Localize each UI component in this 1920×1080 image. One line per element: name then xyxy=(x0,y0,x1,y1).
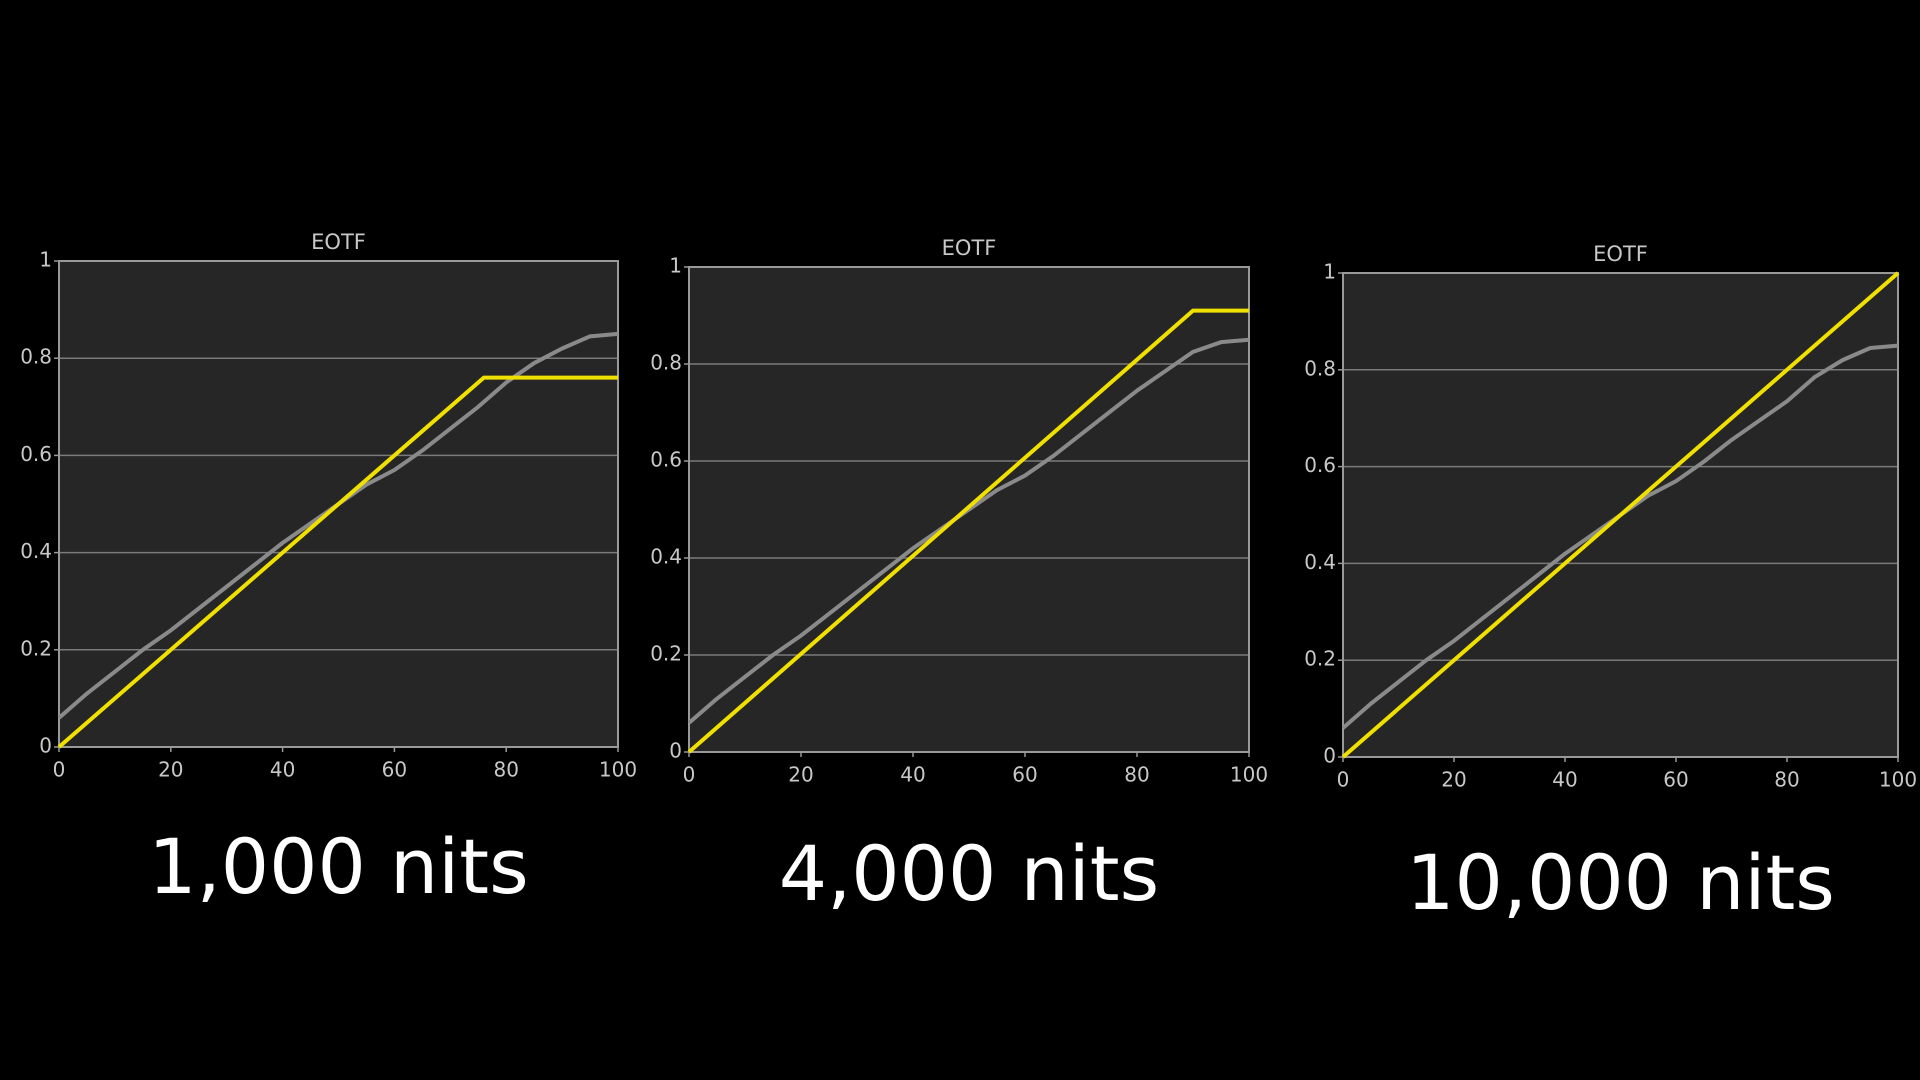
caption: 10,000 nits xyxy=(1406,838,1835,927)
y-tick-label: 0.6 xyxy=(650,448,682,472)
data-line xyxy=(687,337,1250,725)
x-tick-label: 80 xyxy=(493,758,518,782)
chart-title: EOTF xyxy=(311,230,366,254)
y-tick-label: 0.4 xyxy=(1304,550,1336,574)
x-tick-label: 80 xyxy=(1124,763,1149,787)
plot-border xyxy=(688,266,1250,753)
y-tick-label: 1 xyxy=(39,248,52,272)
y-tick-label: 0.6 xyxy=(1304,453,1336,477)
x-tick-label: 40 xyxy=(270,758,295,782)
plot-border xyxy=(1342,272,1899,758)
data-line xyxy=(57,375,618,749)
y-tick-label: 0.8 xyxy=(1304,356,1336,380)
caption: 4,000 nits xyxy=(779,829,1159,918)
x-tick-label: 80 xyxy=(1774,768,1799,792)
y-tick-label: 0.2 xyxy=(1304,647,1336,671)
data-line xyxy=(1341,271,1900,759)
plot-border xyxy=(58,260,619,748)
x-tick-label: 20 xyxy=(1441,768,1466,792)
y-tick-label: 0 xyxy=(39,734,52,758)
y-tick-label: 0.4 xyxy=(20,539,52,563)
x-tick-label: 20 xyxy=(158,758,183,782)
y-tick-label: 0 xyxy=(669,739,682,763)
data-line xyxy=(687,308,1249,754)
x-tick-label: 40 xyxy=(1552,768,1577,792)
y-tick-label: 0.2 xyxy=(20,636,52,660)
chart-title: EOTF xyxy=(1593,242,1648,266)
y-tick-label: 0.6 xyxy=(20,442,52,466)
y-tick-label: 0.2 xyxy=(650,642,682,666)
chart: EOTF 0 0.2 0.4 0.6 0.8 1 0 20 40 60 80 100 10,000 nit… xyxy=(1304,242,1917,927)
y-tick-label: 0.4 xyxy=(650,545,682,569)
x-tick-label: 60 xyxy=(1012,763,1037,787)
x-tick-label: 0 xyxy=(1337,768,1350,792)
y-tick-label: 0 xyxy=(1323,744,1336,768)
y-tick-label: 0.8 xyxy=(650,351,682,375)
x-tick-label: 100 xyxy=(599,758,637,782)
caption: 1,000 nits xyxy=(148,822,528,911)
y-tick-label: 1 xyxy=(1323,260,1336,284)
chart: EOTF 0 0.2 0.4 0.6 0.8 1 0 20 40 60 80 100 1,000 nits xyxy=(20,230,637,911)
x-tick-label: 60 xyxy=(1663,768,1688,792)
x-tick-label: 0 xyxy=(53,758,66,782)
chart-title: EOTF xyxy=(942,236,997,260)
x-tick-label: 100 xyxy=(1230,763,1268,787)
y-tick-label: 0.8 xyxy=(20,345,52,369)
x-tick-label: 40 xyxy=(900,763,925,787)
x-tick-label: 60 xyxy=(382,758,407,782)
x-tick-label: 100 xyxy=(1879,768,1917,792)
x-tick-label: 0 xyxy=(683,763,696,787)
x-tick-label: 20 xyxy=(788,763,813,787)
y-tick-label: 1 xyxy=(669,254,682,278)
chart: EOTF 0 0.2 0.4 0.6 0.8 1 0 20 40 60 80 100 4,000 nits xyxy=(650,236,1268,918)
